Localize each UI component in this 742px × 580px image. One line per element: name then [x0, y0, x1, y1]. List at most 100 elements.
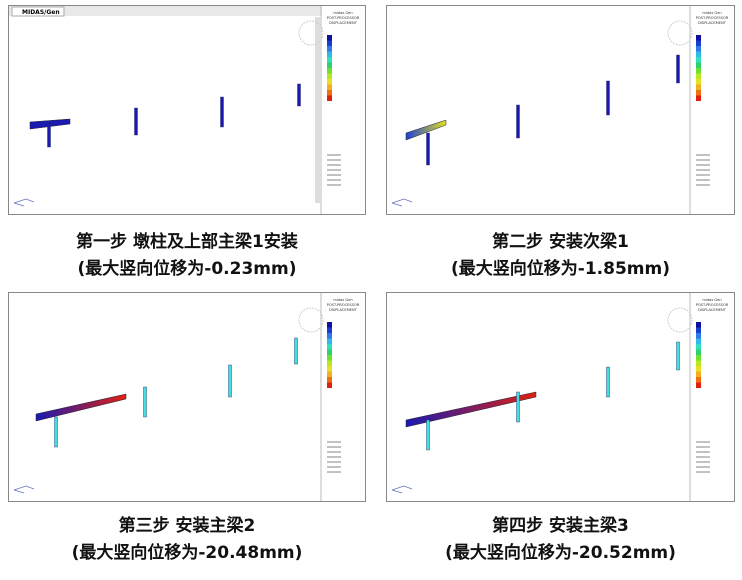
legend-swatch [696, 73, 701, 79]
legend-swatch [327, 360, 332, 366]
caption-line: 第二步 安装次梁1 [492, 232, 629, 252]
legend-swatch [696, 35, 701, 41]
legend-swatch [696, 355, 701, 361]
legend-swatch [327, 322, 332, 328]
legend-swatch [696, 333, 701, 339]
caption-line: 第一步 墩柱及上部主梁1安装 [76, 232, 298, 252]
legend-swatch [696, 371, 701, 377]
legend-swatch [327, 377, 332, 383]
legend-swatch [327, 62, 332, 68]
caption: 第四步 安装主梁3 (最大竖向位移为-20.52mm) [376, 513, 742, 567]
axis-icon [391, 485, 413, 494]
legend-swatch [696, 46, 701, 52]
legend-swatch [696, 40, 701, 46]
tab-title: MIDAS/Gen [22, 9, 60, 16]
legend-swatch [696, 68, 701, 74]
column [47, 122, 51, 148]
legend-header: POST-PROCESSOR [696, 303, 729, 307]
legend-swatch [327, 90, 332, 96]
legend-swatch [696, 51, 701, 57]
legend-swatch [327, 40, 332, 46]
legend-swatch [696, 382, 701, 388]
legend-swatch [327, 382, 332, 388]
axis-icon [13, 198, 35, 207]
legend-swatch [327, 46, 332, 52]
view-cube [667, 20, 693, 46]
column [606, 80, 610, 116]
legend-swatch [696, 90, 701, 96]
legend-swatch [327, 355, 332, 361]
column [220, 96, 224, 128]
caption: 第二步 安装次梁1 (最大竖向位移为-1.85mm) [376, 229, 742, 283]
legend-header: midas Gen [333, 298, 352, 302]
column [228, 364, 232, 398]
legend-swatch [327, 366, 332, 372]
column [516, 104, 520, 139]
legend-swatch [327, 79, 332, 85]
view-cube [298, 20, 324, 46]
column [516, 391, 520, 423]
legend-header: midas Gen [333, 11, 352, 15]
beam [405, 119, 447, 141]
column [294, 337, 298, 365]
caption: 第一步 墩柱及上部主梁1安装 (最大竖向位移为-0.23mm) [2, 229, 372, 283]
column [606, 366, 610, 398]
legend-swatch [696, 79, 701, 85]
legend-header: midas Gen [702, 298, 721, 302]
legend-swatch [696, 327, 701, 333]
screenshot: MIDAS/Gen midas GenPOST-PROCESSORDISPLACE… [8, 5, 366, 215]
scrollbar [315, 17, 320, 203]
legend-swatch [327, 51, 332, 57]
caption-line: 第四步 安装主梁3 [492, 516, 629, 536]
column [676, 54, 680, 84]
caption-line: 第三步 安装主梁2 [118, 516, 256, 536]
legend-swatch [696, 338, 701, 344]
legend-header: POST-PROCESSOR [327, 16, 360, 20]
legend-swatch [327, 68, 332, 74]
legend-swatch [327, 327, 332, 333]
frame [386, 5, 735, 215]
legend-swatch [696, 349, 701, 355]
legend-header: DISPLACEMENT [329, 21, 358, 25]
legend-swatch [327, 349, 332, 355]
legend-swatch [696, 95, 701, 101]
axis-icon [13, 485, 35, 494]
tab-bar [9, 6, 322, 16]
column [54, 416, 58, 448]
legend-swatch [327, 57, 332, 63]
view-cube [298, 307, 324, 333]
frame [8, 292, 366, 502]
legend-swatch [327, 333, 332, 339]
caption-line: (最大竖向位移为-20.48mm) [71, 543, 303, 563]
column [676, 341, 680, 371]
legend-swatch [327, 35, 332, 41]
beam [35, 393, 127, 422]
legend-header: POST-PROCESSOR [696, 16, 729, 20]
legend-swatch [327, 84, 332, 90]
legend-swatch [696, 62, 701, 68]
column [426, 132, 430, 166]
column [426, 419, 430, 451]
legend-swatch [696, 360, 701, 366]
tab [11, 6, 65, 17]
legend-swatch [696, 377, 701, 383]
legend-header: DISPLACEMENT [329, 308, 358, 312]
legend-swatch [327, 371, 332, 377]
caption-line: (最大竖向位移为-20.52mm) [445, 543, 676, 563]
view-cube [667, 307, 693, 333]
frame [8, 5, 366, 215]
caption: 第三步 安装主梁2 (最大竖向位移为-20.48mm) [2, 513, 372, 567]
legend-swatch [696, 344, 701, 350]
legend-header: midas Gen [702, 11, 721, 15]
column [143, 386, 147, 418]
frame [386, 292, 735, 502]
axis-icon [391, 198, 413, 207]
legend-swatch [696, 84, 701, 90]
caption-line: (最大竖向位移为-1.85mm) [451, 259, 670, 279]
caption-line: (最大竖向位移为-0.23mm) [77, 259, 297, 279]
legend-swatch [696, 322, 701, 328]
legend-header: DISPLACEMENT [698, 308, 727, 312]
